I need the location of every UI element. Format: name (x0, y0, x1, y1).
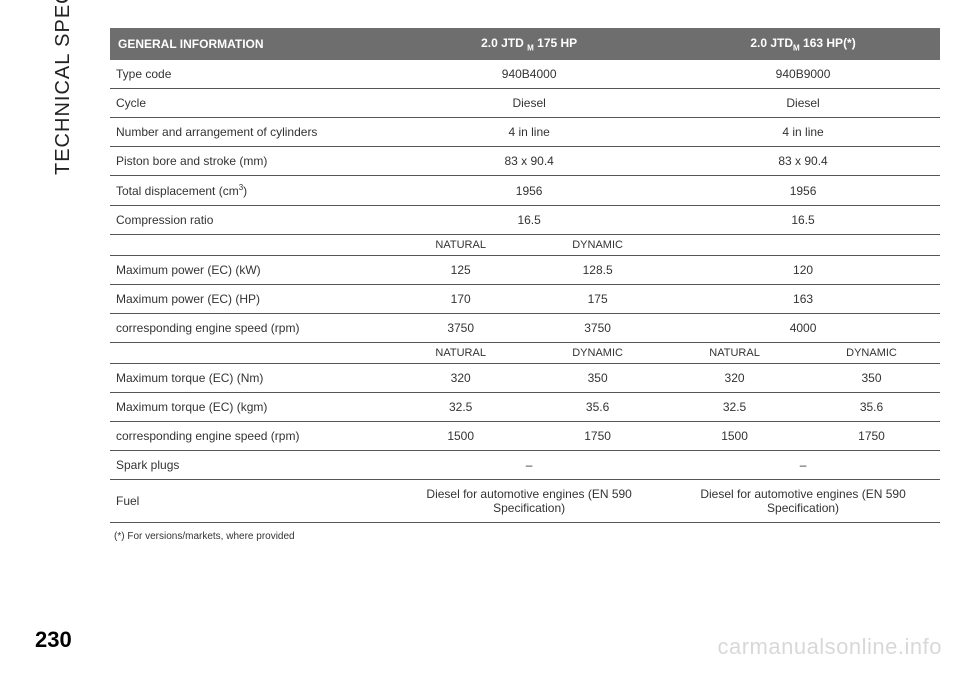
header-engine-1-post: 175 HP (534, 36, 577, 50)
row-value: 3750 (392, 314, 529, 343)
row-value: 175 (529, 285, 666, 314)
row-label: corresponding engine speed (rpm) (110, 422, 392, 451)
row-label: Total displacement (cm3) (110, 176, 392, 206)
row-value: Diesel (392, 89, 666, 118)
row-value: 125 (392, 256, 529, 285)
header-general-info: GENERAL INFORMATION (110, 28, 392, 60)
row-label: Piston bore and stroke (mm) (110, 147, 392, 176)
side-section-title: TECHNICAL SPECIFICATIONS (52, 0, 75, 175)
row-value: 4 in line (392, 118, 666, 147)
row-value: 1956 (392, 176, 666, 206)
row-value: 350 (803, 364, 940, 393)
table-header-row: GENERAL INFORMATION 2.0 JTD M 175 HP 2.0… (110, 28, 940, 60)
row-value: 32.5 (392, 393, 529, 422)
row-value: – (392, 451, 666, 480)
row-value: 120 (666, 256, 940, 285)
watermark-text: carmanualsonline.info (717, 634, 942, 660)
table-row: Maximum torque (EC) (Nm) 320 350 320 350 (110, 364, 940, 393)
row-label: Spark plugs (110, 451, 392, 480)
page-number: 230 (35, 627, 72, 653)
row-value: 3750 (529, 314, 666, 343)
table-row: Number and arrangement of cylinders 4 in… (110, 118, 940, 147)
row-value: 940B9000 (666, 60, 940, 89)
row-label: Maximum torque (EC) (kgm) (110, 393, 392, 422)
table-row: Maximum power (EC) (HP) 170 175 163 (110, 285, 940, 314)
table-row: Type code 940B4000 940B9000 (110, 60, 940, 89)
row-value: Diesel (666, 89, 940, 118)
row-value: 35.6 (529, 393, 666, 422)
spec-table-container: GENERAL INFORMATION 2.0 JTD M 175 HP 2.0… (110, 28, 940, 542)
row-value: 940B4000 (392, 60, 666, 89)
table-subheader-row: NATURAL DYNAMIC (110, 235, 940, 256)
row-value: 16.5 (392, 206, 666, 235)
displacement-post: ) (243, 184, 247, 198)
row-label: Maximum power (EC) (kW) (110, 256, 392, 285)
table-row: Maximum torque (EC) (kgm) 32.5 35.6 32.5… (110, 393, 940, 422)
row-label: Fuel (110, 480, 392, 523)
table-row: Cycle Diesel Diesel (110, 89, 940, 118)
row-value: 1956 (666, 176, 940, 206)
row-value: – (666, 451, 940, 480)
row-label: Number and arrangement of cylinders (110, 118, 392, 147)
header-engine-2-pre: 2.0 JTD (750, 36, 793, 50)
table-row: Fuel Diesel for automotive engines (EN 5… (110, 480, 940, 523)
row-label: Compression ratio (110, 206, 392, 235)
row-value: 320 (666, 364, 803, 393)
spec-table: GENERAL INFORMATION 2.0 JTD M 175 HP 2.0… (110, 28, 940, 523)
empty-cell (666, 235, 940, 256)
subheader-dynamic: DYNAMIC (803, 343, 940, 364)
row-label: Maximum power (EC) (HP) (110, 285, 392, 314)
table-row: Spark plugs – – (110, 451, 940, 480)
row-value: 4000 (666, 314, 940, 343)
row-value: Diesel for automotive engines (EN 590 Sp… (392, 480, 666, 523)
table-row: corresponding engine speed (rpm) 3750 37… (110, 314, 940, 343)
subheader-natural: NATURAL (392, 235, 529, 256)
header-engine-1-sub: M (527, 43, 534, 52)
row-label: Type code (110, 60, 392, 89)
row-value: 1500 (392, 422, 529, 451)
row-value: 170 (392, 285, 529, 314)
row-value: 163 (666, 285, 940, 314)
row-label: corresponding engine speed (rpm) (110, 314, 392, 343)
row-value: Diesel for automotive engines (EN 590 Sp… (666, 480, 940, 523)
header-engine-2-sub: M (793, 43, 800, 52)
row-value: 1500 (666, 422, 803, 451)
row-value: 35.6 (803, 393, 940, 422)
row-value: 83 x 90.4 (392, 147, 666, 176)
table-row: corresponding engine speed (rpm) 1500 17… (110, 422, 940, 451)
row-value: 1750 (803, 422, 940, 451)
subheader-dynamic: DYNAMIC (529, 235, 666, 256)
row-value: 128.5 (529, 256, 666, 285)
subheader-natural: NATURAL (392, 343, 529, 364)
row-label: Maximum torque (EC) (Nm) (110, 364, 392, 393)
row-value: 350 (529, 364, 666, 393)
table-footnote: (*) For versions/markets, where provided (110, 531, 940, 542)
subheader-natural: NATURAL (666, 343, 803, 364)
row-value: 32.5 (666, 393, 803, 422)
subheader-dynamic: DYNAMIC (529, 343, 666, 364)
row-value: 4 in line (666, 118, 940, 147)
row-value: 83 x 90.4 (666, 147, 940, 176)
row-label: Cycle (110, 89, 392, 118)
empty-cell (110, 235, 392, 256)
table-row: Total displacement (cm3) 1956 1956 (110, 176, 940, 206)
table-subheader-row: NATURAL DYNAMIC NATURAL DYNAMIC (110, 343, 940, 364)
header-engine-2: 2.0 JTDM 163 HP(*) (666, 28, 940, 60)
header-engine-1: 2.0 JTD M 175 HP (392, 28, 666, 60)
table-row: Maximum power (EC) (kW) 125 128.5 120 (110, 256, 940, 285)
row-value: 320 (392, 364, 529, 393)
header-engine-2-post: 163 HP(*) (800, 36, 856, 50)
displacement-pre: Total displacement (cm (116, 184, 239, 198)
table-row: Compression ratio 16.5 16.5 (110, 206, 940, 235)
empty-cell (110, 343, 392, 364)
table-row: Piston bore and stroke (mm) 83 x 90.4 83… (110, 147, 940, 176)
row-value: 1750 (529, 422, 666, 451)
header-engine-1-pre: 2.0 JTD (481, 36, 527, 50)
row-value: 16.5 (666, 206, 940, 235)
